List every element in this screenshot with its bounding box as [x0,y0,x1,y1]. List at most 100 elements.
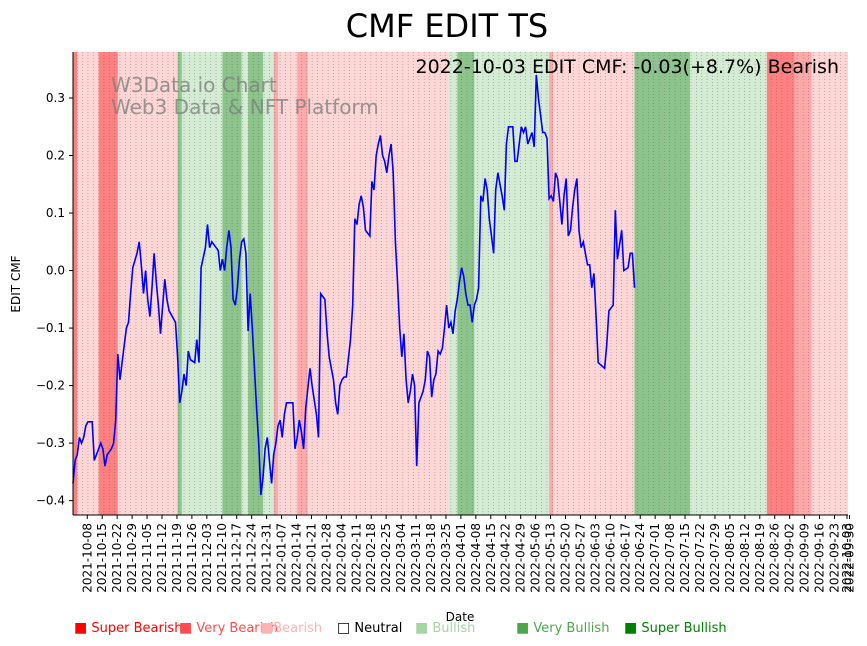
x-tick-label: 2022-08-19 [753,523,767,593]
x-tick-label: 2022-07-01 [648,523,662,593]
band-bullish [181,52,223,515]
band-super-bearish [766,52,795,515]
x-tick-label: 2022-04-08 [469,523,483,593]
legend-square-icon: ■ [415,620,429,636]
legend-square-icon: ■ [260,620,274,636]
legend-super-bullish: ■ Super Bullish [624,620,727,636]
legend-label: Bearish [273,621,323,636]
x-tick-label: 2022-08-05 [723,523,737,593]
legend-square-icon: ■ [516,620,530,636]
x-tick-label: 2022-07-29 [708,523,722,593]
band-very-bearish [297,52,308,515]
band-bearish [277,52,298,515]
x-tick-label: 2022-05-27 [573,523,587,593]
x-tick-label: 2022-01-14 [289,523,303,593]
x-tick-label: 2022-04-15 [484,523,498,593]
x-tick-label: 2022-06-17 [618,523,632,593]
y-tick-label: 0.1 [46,206,65,220]
y-tick-label: 0.2 [46,149,65,163]
x-tick-label: 2022-02-18 [364,523,378,593]
band-bearish [307,52,449,515]
x-tick-label: 2021-10-08 [80,523,94,593]
legend-square-icon: □ [337,620,351,636]
x-tick-label: 2022-01-21 [304,523,318,593]
x-tick-label: 2022-05-20 [559,523,573,593]
band-bullish [241,52,249,515]
x-tick-label: 2021-10-15 [95,523,109,593]
x-tick-label: 2022-02-11 [349,523,363,593]
band-very-bearish [273,52,278,515]
x-axis-label: Date [446,610,475,624]
x-tick-label: 2021-10-29 [125,523,139,593]
y-tick-label: 0.3 [46,91,65,105]
legend-label: Very Bullish [533,621,610,636]
band-super-bearish [73,52,78,515]
x-tick-label: 2022-07-15 [678,523,692,593]
legend-very-bullish: ■ Very Bullish [516,620,609,636]
x-tick-label: 2021-12-17 [230,523,244,593]
legend-square-icon: ■ [74,620,88,636]
legend-label: Super Bullish [641,621,727,636]
x-tick-label: 2022-01-28 [319,523,333,593]
cmf-line [72,74,636,495]
x-tick-label: 2022-06-03 [588,523,602,593]
x-tick-label: 2022-04-29 [514,523,528,593]
y-tick-label: −0.3 [36,436,65,450]
x-tick-label: 2022-06-24 [633,523,647,593]
x-tick-label: 2022-06-10 [603,523,617,593]
band-very-bullish [664,52,691,515]
x-tick-label: 2021-12-03 [200,523,214,593]
legend-label: Super Bearish [91,621,183,636]
x-tick-label: 2022-05-13 [544,523,558,593]
band-very-bullish [634,52,665,515]
x-tick-label: 2022-07-22 [693,523,707,593]
x-tick-label: 2022-04-01 [454,523,468,593]
x-tick-label: 2021-12-31 [260,523,274,593]
legend-bearish: ■Bearish [260,620,322,636]
x-tick-label: 2021-11-12 [155,523,169,593]
x-tick-label: 2022-09-02 [783,523,797,593]
sentiment-bands [73,52,848,515]
y-tick-label: −0.4 [36,494,65,508]
band-very-bullish [248,52,264,515]
watermark-line-1: W3Data.io Chart [111,73,277,97]
y-ticks: −0.4 −0.3 −0.2 −0.1 0.0 0.1 0.2 0.3 [36,91,73,508]
legend-bullish: ■ Bullish [415,620,475,636]
band-bullish [448,52,458,515]
x-tick-label: 2022-07-08 [663,523,677,593]
y-tick-label: −0.2 [36,379,65,393]
x-tick-label: 2022-01-07 [275,523,289,593]
y-axis-label: EDIT CMF [9,255,23,312]
x-tick-label: 2022-03-04 [394,523,408,593]
x-tick-label: 2022-09-30 [842,523,856,593]
legend-square-icon: ■ [179,620,193,636]
x-tick-label: 2021-11-26 [185,523,199,593]
x-tick-label: 2022-03-11 [409,523,423,593]
band-super-bearish [98,52,118,515]
legend-square-icon: ■ [624,620,638,636]
y-tick-label: 0.0 [46,264,65,278]
x-tick-label: 2021-11-05 [140,523,154,593]
legend-very-bearish: ■ Very Bearish [179,620,278,636]
watermark-line-2: Web3 Data & NFT Platform [111,95,379,119]
legend-label: Bullish [432,621,476,636]
x-ticks: 2021-10-08 2021-10-15 2021-10-22 2021-10-29… [80,515,856,593]
x-tick-label: 2022-09-16 [813,523,827,593]
vertical-gridlines [76,52,847,515]
legend-super-bearish: ■ Super Bearish [74,620,182,636]
x-tick-label: 2022-02-25 [379,523,393,593]
x-tick-label: 2022-08-12 [738,523,752,593]
latest-value-annotation: 2022-10-03 EDIT CMF: -0.03(+8.7%) Bearis… [415,56,839,78]
band-very-bullish [177,52,182,515]
legend-neutral: □ Neutral [337,620,402,636]
x-tick-label: 2022-04-22 [499,523,513,593]
x-tick-label: 2021-12-24 [245,523,259,593]
y-tick-label: −0.1 [36,321,65,335]
x-tick-label: 2022-02-04 [334,523,348,593]
band-bullish [263,52,274,515]
x-tick-label: 2021-12-10 [215,523,229,593]
x-tick-label: 2022-03-25 [439,523,453,593]
x-tick-label: 2022-10-03 [840,523,854,593]
legend-label: Very Bearish [196,621,279,636]
